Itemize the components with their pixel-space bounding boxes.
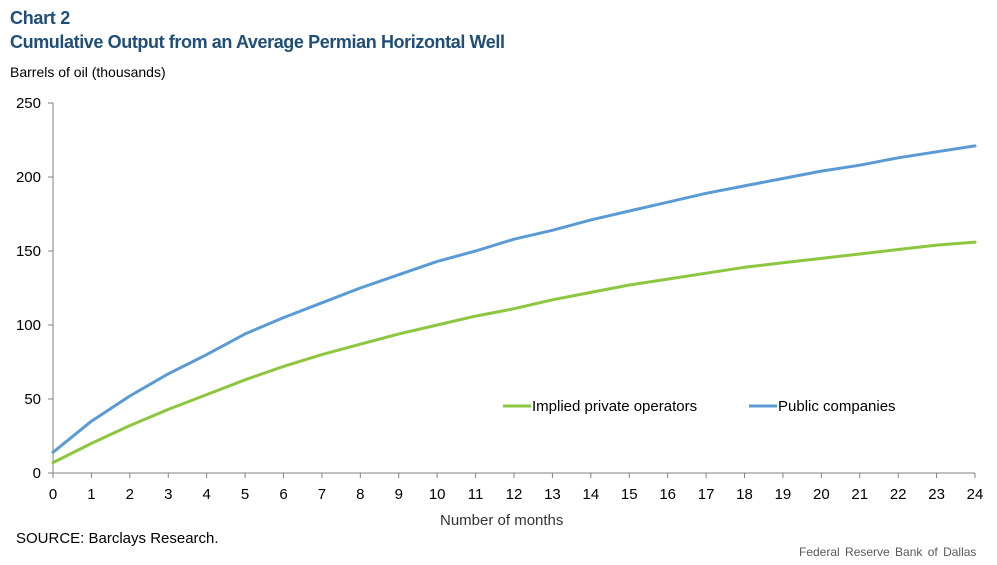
x-tick-label: 13	[544, 486, 561, 503]
y-tick-label: 50	[24, 391, 41, 408]
x-tick-label: 2	[126, 486, 134, 503]
legend-label-1: Implied private operators	[532, 398, 697, 415]
series-lines	[51, 144, 977, 465]
x-tick-label: 7	[318, 486, 326, 503]
x-tick-label: 18	[736, 486, 753, 503]
y-axis-unit-label: Barrels of oil (thousands)	[10, 64, 166, 80]
chart-title: Cumulative Output from an Average Permia…	[10, 32, 505, 52]
x-tick-label: 24	[967, 486, 984, 503]
credit-line: Federal Reserve Bank of Dallas	[799, 545, 977, 559]
x-tick-label: 16	[659, 486, 676, 503]
x-tick-label: 14	[582, 486, 599, 503]
source-note: SOURCE: Barclays Research.	[16, 530, 219, 547]
y-tick-label: 0	[33, 465, 41, 482]
x-axis-title: Number of months	[440, 512, 564, 529]
x-tick-label: 1	[87, 486, 95, 503]
x-tick-label: 19	[775, 486, 792, 503]
legend: Implied private operators Public companie…	[503, 398, 896, 415]
x-tick-label: 6	[279, 486, 287, 503]
x-tick-label: 20	[813, 486, 830, 503]
series-line-1	[51, 240, 977, 465]
x-tick-label: 5	[241, 486, 249, 503]
x-tick-label: 22	[890, 486, 907, 503]
x-tick-label: 15	[621, 486, 638, 503]
series-line-2	[51, 144, 977, 454]
x-tick-label: 3	[164, 486, 172, 503]
x-tick-label: 11	[468, 486, 484, 503]
x-tick-label: 17	[698, 486, 715, 503]
y-tick-label: 250	[16, 95, 41, 112]
x-tick-label: 23	[928, 486, 945, 503]
y-tick-label: 150	[16, 243, 41, 260]
y-tick-label: 100	[16, 317, 41, 334]
x-tick-label: 4	[202, 486, 210, 503]
x-tick-label: 9	[395, 486, 403, 503]
x-tick-label: 21	[851, 486, 868, 503]
x-tick-label: 10	[429, 486, 446, 503]
y-tick-label: 200	[16, 169, 41, 186]
x-tick-label: 12	[506, 486, 523, 503]
chart-number: Chart 2	[10, 8, 70, 28]
legend-label-2: Public companies	[778, 398, 896, 415]
x-tick-label: 0	[49, 486, 57, 503]
x-tick-label: 8	[356, 486, 364, 503]
